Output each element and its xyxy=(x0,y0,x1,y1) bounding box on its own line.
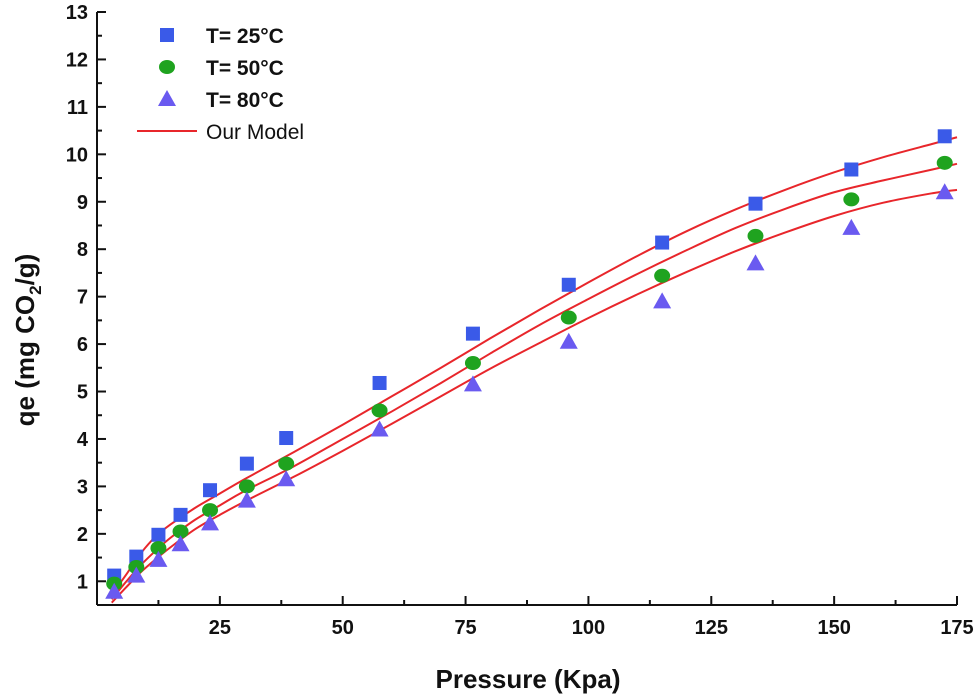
x-tick-label: 50 xyxy=(332,617,354,639)
x-axis-title: Pressure (Kpa) xyxy=(436,664,621,694)
point-triangle xyxy=(746,254,765,271)
point-square xyxy=(561,277,576,292)
point-triangle xyxy=(105,582,124,599)
legend-label-model: Our Model xyxy=(206,121,304,144)
model-curves xyxy=(110,136,958,604)
point-circle xyxy=(238,479,255,494)
point-triangle xyxy=(370,420,389,437)
point-square xyxy=(844,162,859,177)
point-triangle xyxy=(237,491,256,508)
model-curve-3 xyxy=(111,188,958,604)
point-circle xyxy=(560,310,577,325)
point-triangle xyxy=(171,535,190,552)
y-tick-label: 3 xyxy=(77,476,88,498)
y-tick-label: 10 xyxy=(66,144,88,166)
y-tick-label: 6 xyxy=(77,334,88,356)
y-axis-title-suffix: /g) xyxy=(10,254,40,286)
point-square xyxy=(279,431,294,446)
x-tick-label: 75 xyxy=(454,617,476,639)
y-tick-label: 4 xyxy=(77,429,89,451)
legend-marker-circle xyxy=(159,60,175,74)
point-circle xyxy=(464,356,481,371)
point-square xyxy=(937,129,952,144)
point-triangle xyxy=(201,514,220,531)
legend-marker-triangle xyxy=(158,90,176,106)
point-square xyxy=(372,375,387,390)
point-square xyxy=(655,235,670,250)
point-square xyxy=(173,507,188,522)
point-square xyxy=(465,326,480,341)
x-tick-label: 125 xyxy=(695,617,728,639)
y-tick-label: 9 xyxy=(77,192,88,214)
legend: T= 25°C T= 50°C T= 80°C Our Model xyxy=(137,25,304,144)
data-points xyxy=(105,129,954,599)
point-triangle xyxy=(935,183,954,200)
y-axis-title-subscript: 2 xyxy=(26,285,45,294)
point-circle xyxy=(202,503,219,518)
x-tick-label: 150 xyxy=(817,617,850,639)
point-square xyxy=(203,483,218,498)
point-circle xyxy=(747,228,764,243)
point-square xyxy=(239,456,254,471)
model-curve-1 xyxy=(110,136,958,596)
point-circle xyxy=(172,524,189,539)
point-triangle xyxy=(149,550,168,567)
point-circle xyxy=(371,403,388,418)
x-tick-label: 25 xyxy=(209,617,231,639)
y-tick-label: 7 xyxy=(77,287,88,309)
model-curve-2 xyxy=(110,162,958,600)
legend-label: T= 25°C xyxy=(206,25,284,48)
legend-label: T= 50°C xyxy=(206,57,284,80)
y-axis-title: qe (mg CO2/g) xyxy=(10,254,45,427)
point-circle xyxy=(150,541,167,556)
point-circle xyxy=(936,155,953,170)
point-square xyxy=(748,196,763,211)
y-tick-label: 5 xyxy=(77,382,88,404)
x-tick-label: 100 xyxy=(572,617,605,639)
point-circle xyxy=(278,456,295,471)
point-circle xyxy=(654,268,671,283)
y-tick-label: 11 xyxy=(67,97,88,119)
point-square xyxy=(129,549,144,564)
x-tick-label: 175 xyxy=(940,617,973,639)
y-tick-label: 8 xyxy=(77,239,88,261)
y-tick-label: 1 xyxy=(77,571,88,593)
y-tick-label: 12 xyxy=(66,49,88,71)
point-triangle xyxy=(559,332,578,349)
y-axis-title-prefix: qe (mg CO xyxy=(10,295,40,426)
point-circle xyxy=(843,192,860,207)
point-square xyxy=(151,527,166,542)
point-triangle xyxy=(277,470,296,487)
point-triangle xyxy=(127,566,146,583)
y-tick-label: 2 xyxy=(77,524,88,546)
y-tick-label: 13 xyxy=(66,2,88,24)
point-triangle xyxy=(842,218,861,235)
point-triangle xyxy=(463,375,482,392)
legend-label: T= 80°C xyxy=(206,89,284,112)
legend-marker-square xyxy=(160,28,174,42)
point-triangle xyxy=(653,292,672,309)
